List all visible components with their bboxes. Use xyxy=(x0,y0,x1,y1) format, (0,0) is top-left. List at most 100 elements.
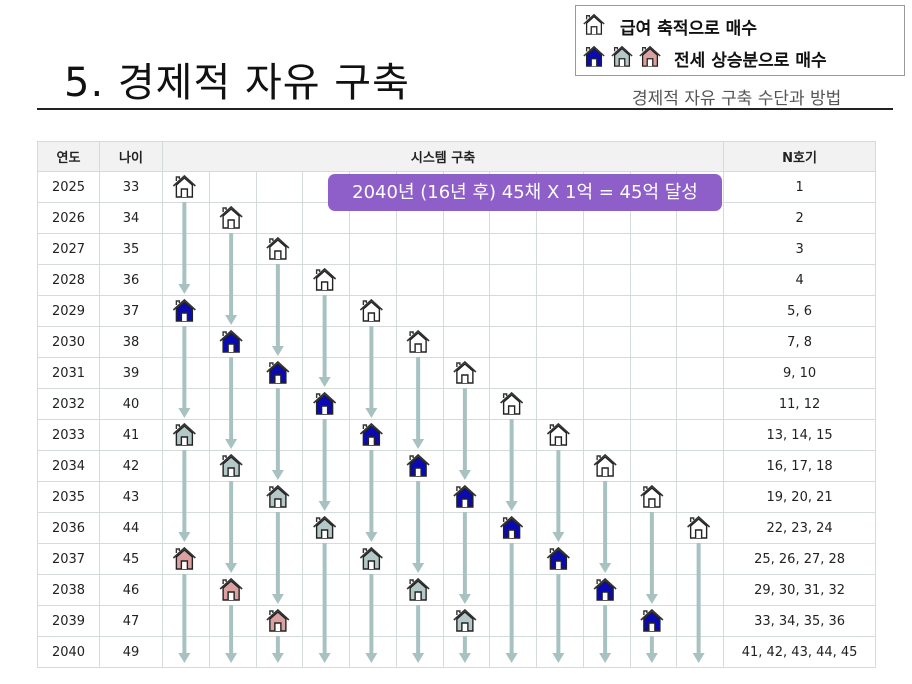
age-cell: 40 xyxy=(99,388,163,420)
age-cell: 46 xyxy=(99,574,163,606)
age-cell: 47 xyxy=(99,605,163,637)
system-cell xyxy=(162,512,210,544)
system-cell xyxy=(582,481,631,513)
year-cell: 2029 xyxy=(37,295,100,327)
age-cell: 49 xyxy=(99,636,163,668)
system-cell xyxy=(536,574,584,606)
system-cell xyxy=(208,388,257,420)
system-cell xyxy=(489,264,537,296)
units-cell: 16, 17, 18 xyxy=(723,450,877,482)
system-cell xyxy=(442,605,491,637)
units-cell: 3 xyxy=(723,233,877,265)
system-cell xyxy=(442,543,491,575)
system-cell xyxy=(536,264,584,296)
system-cell xyxy=(255,419,304,451)
system-cell xyxy=(676,326,725,358)
system-cell xyxy=(582,605,631,637)
system-cell xyxy=(302,264,350,296)
system-cell xyxy=(676,481,725,513)
system-cell xyxy=(442,574,491,606)
system-cell xyxy=(489,326,537,358)
system-cell xyxy=(349,295,397,327)
age-cell: 43 xyxy=(99,481,163,513)
system-cell xyxy=(489,543,537,575)
system-cell xyxy=(349,605,397,637)
system-cell xyxy=(489,605,537,637)
age-cell: 33 xyxy=(99,171,163,203)
system-cell xyxy=(349,326,397,358)
system-cell xyxy=(489,450,537,482)
system-cell xyxy=(302,295,350,327)
system-cell xyxy=(162,357,210,389)
units-cell: 13, 14, 15 xyxy=(723,419,877,451)
year-cell: 2028 xyxy=(37,264,100,296)
system-cell xyxy=(629,636,678,668)
system-cell xyxy=(302,202,350,234)
system-cell xyxy=(629,543,678,575)
system-cell xyxy=(302,636,350,668)
system-cell xyxy=(208,295,257,327)
system-cell xyxy=(582,450,631,482)
system-cell xyxy=(162,543,210,575)
system-cell xyxy=(676,512,725,544)
system-cell xyxy=(208,636,257,668)
units-cell: 25, 26, 27, 28 xyxy=(723,543,877,575)
system-cell xyxy=(162,481,210,513)
system-cell xyxy=(395,264,444,296)
house-gray-icon xyxy=(610,44,638,73)
system-cell xyxy=(582,574,631,606)
system-cell xyxy=(489,481,537,513)
system-cell xyxy=(442,419,491,451)
system-cell xyxy=(395,481,444,513)
units-cell: 41, 42, 43, 44, 45 xyxy=(723,636,877,668)
system-cell xyxy=(162,419,210,451)
system-cell xyxy=(395,295,444,327)
system-cell xyxy=(442,357,491,389)
system-cell xyxy=(349,388,397,420)
system-cell xyxy=(208,326,257,358)
system-cell xyxy=(442,233,491,265)
system-cell xyxy=(208,264,257,296)
table-row: 2030 38 7, 8 xyxy=(37,326,877,358)
table-row: 2032 40 11, 12 xyxy=(37,388,877,420)
system-cell xyxy=(162,202,210,234)
year-cell: 2030 xyxy=(37,326,100,358)
system-cell xyxy=(255,450,304,482)
system-cell xyxy=(395,388,444,420)
system-cell xyxy=(629,512,678,544)
system-cell xyxy=(162,388,210,420)
system-cell xyxy=(442,264,491,296)
house-pink-icon xyxy=(638,44,666,73)
system-cell xyxy=(582,295,631,327)
system-cell xyxy=(255,295,304,327)
system-cell xyxy=(162,295,210,327)
header-system: 시스템 구축 xyxy=(161,141,725,172)
system-cell xyxy=(676,388,725,420)
age-cell: 37 xyxy=(99,295,163,327)
age-cell: 34 xyxy=(99,202,163,234)
table-row: 2028 36 4 xyxy=(37,264,877,296)
system-cell xyxy=(676,574,725,606)
system-cell xyxy=(582,636,631,668)
units-cell: 7, 8 xyxy=(723,326,877,358)
system-cell xyxy=(629,357,678,389)
system-cell xyxy=(536,543,584,575)
system-cell xyxy=(629,450,678,482)
system-cell xyxy=(582,419,631,451)
system-cell xyxy=(629,481,678,513)
system-cell xyxy=(302,233,350,265)
year-cell: 2031 xyxy=(37,357,100,389)
system-cell xyxy=(442,388,491,420)
system-cell xyxy=(395,326,444,358)
age-cell: 44 xyxy=(99,512,163,544)
system-cell xyxy=(302,419,350,451)
system-cell xyxy=(208,481,257,513)
legend-salary: 급여 축적으로 매수 xyxy=(582,12,757,41)
system-cell xyxy=(255,574,304,606)
system-cell xyxy=(255,357,304,389)
table-row: 2029 37 5, 6 xyxy=(37,295,877,327)
system-cell xyxy=(536,357,584,389)
system-cell xyxy=(208,171,257,203)
system-cell xyxy=(255,326,304,358)
system-cell xyxy=(629,264,678,296)
